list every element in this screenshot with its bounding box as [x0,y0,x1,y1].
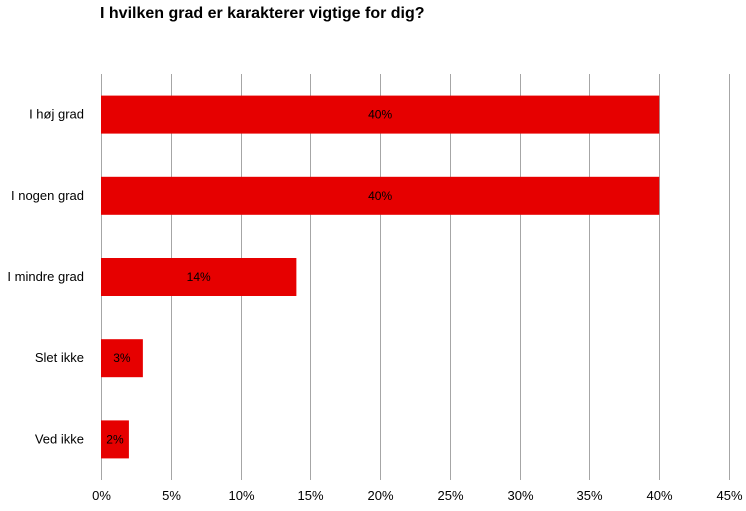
x-tick-label: 30% [507,488,533,503]
x-axis-tick-labels: 0% 5% 10% 15% 20% 25% 30% 35% 40% 45% [92,488,743,503]
bar [101,420,129,459]
category-label: I mindre grad [7,269,84,284]
x-tick-label: 35% [576,488,602,503]
bar [101,95,660,134]
x-tick-label: 10% [228,488,254,503]
x-tick-label: 40% [646,488,672,503]
x-tick-label: 20% [367,488,393,503]
data-labels: 40% 40% 14% 3% 2% [106,108,392,447]
data-label: 3% [113,351,131,365]
data-label: 40% [368,189,392,203]
category-label: Slet ikke [35,350,84,365]
bar [101,339,143,378]
x-tick-label: 15% [297,488,323,503]
bar [101,258,297,296]
category-label: I nogen grad [11,188,84,203]
bar [101,176,660,215]
x-tick-label: 5% [162,488,181,503]
chart-title: I hvilken grad er karakterer vigtige for… [100,5,425,22]
category-label: Ved ikke [35,431,84,446]
data-label: 40% [368,108,392,122]
data-label: 2% [106,432,124,446]
bars [101,95,660,459]
category-labels: I høj grad I nogen grad I mindre grad Slet … [7,107,84,447]
data-label: 14% [187,270,211,284]
x-tick-label: 0% [92,488,111,503]
x-tick-label: 25% [437,488,463,503]
category-label: I høj grad [29,107,84,122]
x-tick-label: 45% [716,488,742,503]
